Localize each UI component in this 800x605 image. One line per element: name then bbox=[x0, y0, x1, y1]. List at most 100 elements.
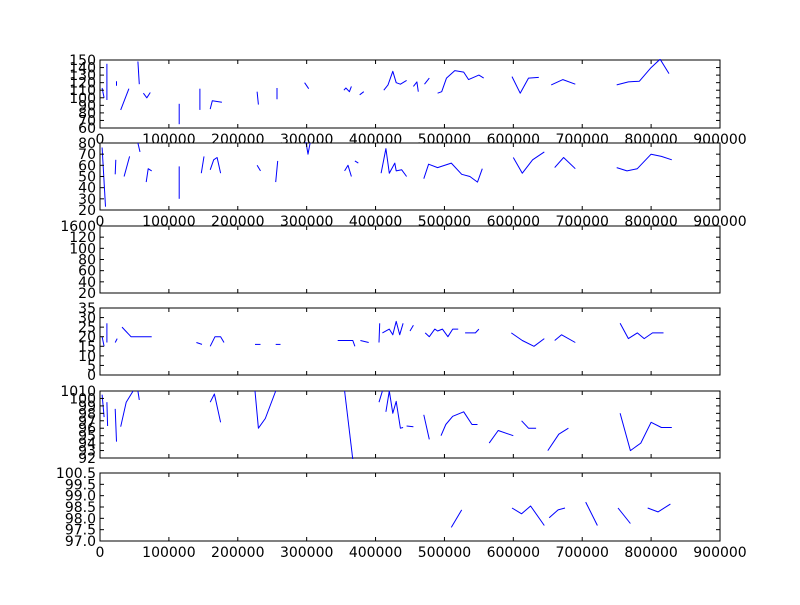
series-line-segment bbox=[617, 507, 631, 524]
x-tick-label: 500000 bbox=[418, 545, 471, 561]
y-tick-label: 92 bbox=[78, 451, 96, 467]
series-line-segment bbox=[209, 393, 222, 423]
series-line-segment bbox=[465, 328, 480, 334]
series-line-segment bbox=[378, 323, 381, 343]
axes-frame-2 bbox=[99, 142, 721, 211]
y-tick-label: 94 bbox=[78, 436, 96, 452]
series-line-segment bbox=[550, 79, 576, 86]
series-line-segment bbox=[137, 142, 141, 153]
y-tick-label: 100 bbox=[69, 241, 96, 257]
axes-frame-5 bbox=[99, 390, 721, 459]
series-line-segment bbox=[547, 427, 569, 451]
axes-frame-6 bbox=[99, 472, 721, 542]
series-line-segment bbox=[254, 390, 277, 429]
series-line-segment bbox=[619, 413, 672, 452]
series-line-segment bbox=[360, 340, 369, 343]
y-tick-label: 130 bbox=[69, 68, 96, 84]
series-line-segment bbox=[114, 338, 118, 343]
series-line-segment bbox=[616, 59, 670, 86]
y-tick-label: 60 bbox=[78, 121, 96, 137]
series-line-segment bbox=[120, 390, 134, 427]
series-line-segment bbox=[145, 168, 152, 183]
y-tick-label: 40 bbox=[78, 275, 96, 291]
series-line-segment bbox=[304, 82, 310, 89]
series-line-segment bbox=[275, 160, 279, 183]
y-tick-label: 80 bbox=[78, 253, 96, 269]
y-tick-label: 97.5 bbox=[65, 523, 96, 539]
series-line-segment bbox=[385, 390, 404, 429]
series-line-segment bbox=[114, 408, 117, 442]
series-line-segment bbox=[354, 160, 359, 164]
series-line-segment bbox=[423, 414, 430, 440]
y-tick-label: 20 bbox=[78, 286, 96, 302]
series-line-segment bbox=[521, 420, 537, 429]
y-tick-label: 50 bbox=[78, 170, 96, 186]
x-tick-label: 200000 bbox=[211, 545, 264, 561]
x-tick-label: 400000 bbox=[349, 545, 402, 561]
series-line-segment bbox=[616, 153, 672, 172]
y-tick-label: 90 bbox=[78, 98, 96, 114]
series-line-segment bbox=[344, 390, 354, 459]
series-line-segment bbox=[200, 156, 205, 174]
y-tick-label: 60 bbox=[78, 264, 96, 280]
series-line-segment bbox=[256, 91, 259, 105]
y-tick-label: 1010 bbox=[60, 384, 96, 400]
series-line-segment bbox=[196, 342, 203, 345]
series-group-2 bbox=[101, 142, 672, 207]
y-tick-label: 80 bbox=[78, 136, 96, 152]
series-line-segment bbox=[343, 86, 352, 93]
axes-frame-4 bbox=[99, 307, 721, 376]
y-tick-label: 20 bbox=[78, 203, 96, 219]
series-line-segment bbox=[440, 411, 478, 436]
y-tick-label: 95 bbox=[78, 429, 96, 445]
y-tick-label: 98.5 bbox=[65, 500, 96, 516]
series-line-segment bbox=[120, 88, 130, 111]
series-line-segment bbox=[106, 402, 109, 427]
y-tick-label: 98 bbox=[78, 406, 96, 422]
series-line-segment bbox=[554, 334, 576, 343]
y-tick-label: 30 bbox=[78, 192, 96, 208]
series-line-segment bbox=[619, 323, 664, 340]
y-tick-label: 1600 bbox=[60, 219, 96, 235]
series-line-segment bbox=[101, 87, 105, 98]
series-line-segment bbox=[647, 503, 671, 513]
series-line-segment bbox=[511, 332, 545, 347]
series-group-6 bbox=[450, 501, 671, 528]
y-tick-label: 100.5 bbox=[56, 466, 96, 482]
series-line-segment bbox=[337, 340, 356, 347]
y-tick-label: 100 bbox=[69, 391, 96, 407]
y-tick-label: 10 bbox=[78, 349, 96, 365]
y-tick-label: 60 bbox=[78, 158, 96, 174]
series-line-segment bbox=[137, 390, 140, 400]
series-line-segment bbox=[378, 390, 383, 403]
series-line-segment bbox=[101, 336, 105, 347]
series-line-segment bbox=[437, 70, 484, 94]
series-line-segment bbox=[413, 81, 419, 92]
series-line-segment bbox=[511, 76, 539, 94]
series-line-segment bbox=[142, 92, 151, 99]
y-tick-label: 96 bbox=[78, 421, 96, 437]
y-tick-label: 150 bbox=[69, 53, 96, 69]
y-tick-label: 25 bbox=[78, 320, 96, 336]
x-tick-label: 0 bbox=[96, 545, 105, 561]
series-line-segment bbox=[209, 157, 222, 174]
x-tick-label: 0 bbox=[96, 132, 105, 148]
y-tick-label: 40 bbox=[78, 181, 96, 197]
series-line-segment bbox=[383, 70, 407, 91]
x-tick-label: 700000 bbox=[555, 545, 608, 561]
series-group-1 bbox=[101, 59, 670, 125]
series-line-segment bbox=[209, 336, 225, 347]
series-line-segment bbox=[424, 328, 459, 338]
y-tick-label: 70 bbox=[78, 147, 96, 163]
series-group-4 bbox=[101, 320, 664, 347]
series-line-segment bbox=[382, 320, 404, 336]
y-tick-label: 100 bbox=[69, 91, 96, 107]
y-tick-label: 80 bbox=[78, 106, 96, 122]
